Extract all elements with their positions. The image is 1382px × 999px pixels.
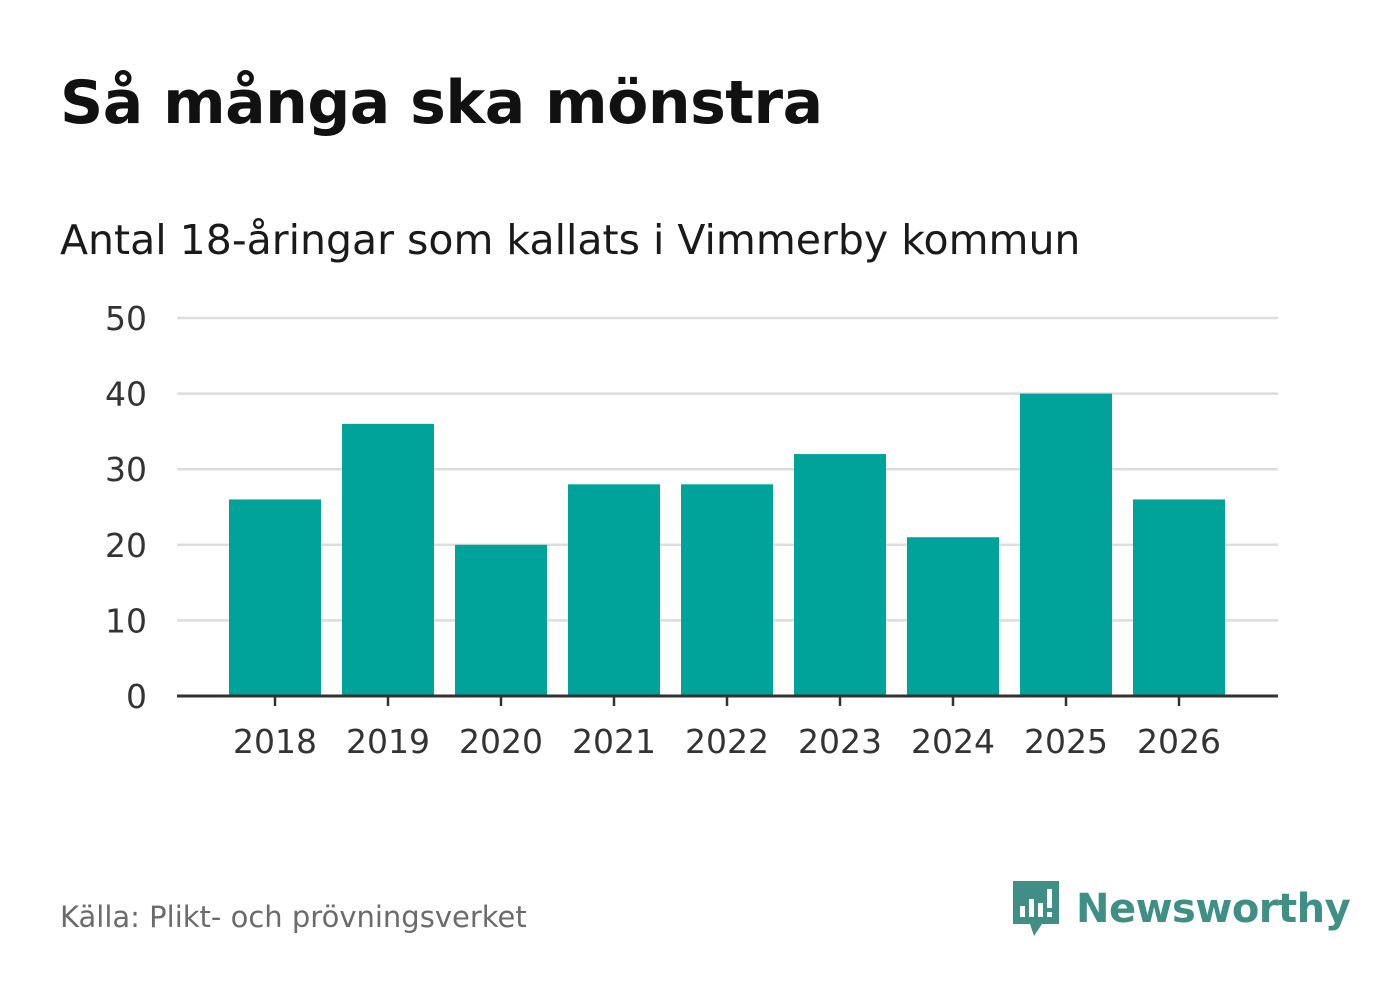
- x-tick-label: 2020: [459, 722, 543, 761]
- x-tick-label: 2026: [1137, 722, 1221, 761]
- y-tick-label: 20: [105, 526, 147, 565]
- chart-title: Så många ska mönstra: [60, 68, 823, 138]
- bar: [568, 484, 660, 696]
- bar: [1133, 499, 1225, 696]
- bar: [681, 484, 773, 696]
- y-tick-label: 10: [105, 601, 147, 640]
- y-tick-label: 40: [105, 375, 147, 414]
- bar: [794, 454, 886, 696]
- chart-subtitle: Antal 18-åringar som kallats i Vimmerby …: [60, 216, 1081, 264]
- y-tick-label: 0: [126, 677, 147, 716]
- x-tick-label: 2023: [798, 722, 882, 761]
- x-tick-label: 2022: [685, 722, 769, 761]
- brand-name: Newsworthy: [1076, 886, 1351, 932]
- x-tick-label: 2018: [233, 722, 317, 761]
- newsworthy-logo-icon: [1013, 881, 1059, 936]
- bar: [229, 499, 321, 696]
- y-tick-label: 50: [105, 299, 147, 338]
- bar: [1020, 393, 1112, 696]
- x-tick-label: 2024: [911, 722, 995, 761]
- bar: [455, 544, 547, 696]
- bar: [907, 537, 999, 696]
- bar: [342, 423, 434, 696]
- source-note: Källa: Plikt- och prövningsverket: [60, 900, 527, 934]
- x-tick-label: 2019: [346, 722, 430, 761]
- y-tick-label: 30: [105, 450, 147, 489]
- x-tick-label: 2021: [572, 722, 656, 761]
- x-tick-label: 2025: [1024, 722, 1108, 761]
- brand-logo: Newsworthy: [1010, 878, 1351, 940]
